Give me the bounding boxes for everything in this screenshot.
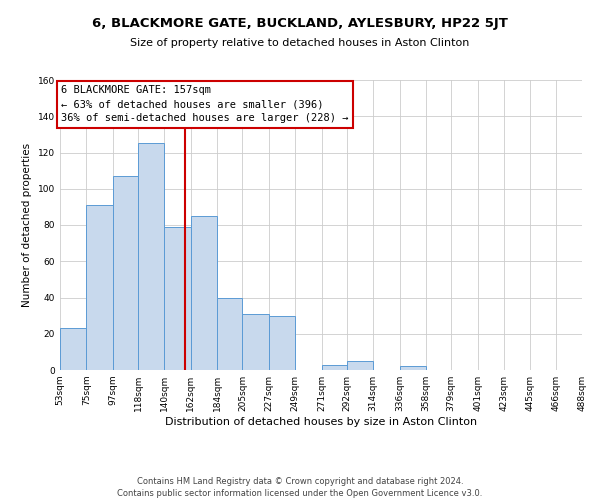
Bar <box>191 216 217 370</box>
Bar <box>217 298 242 370</box>
Text: Contains public sector information licensed under the Open Government Licence v3: Contains public sector information licen… <box>118 489 482 498</box>
Y-axis label: Number of detached properties: Number of detached properties <box>22 143 32 307</box>
Bar <box>60 328 86 370</box>
Text: 6, BLACKMORE GATE, BUCKLAND, AYLESBURY, HP22 5JT: 6, BLACKMORE GATE, BUCKLAND, AYLESBURY, … <box>92 18 508 30</box>
Bar <box>322 364 347 370</box>
Bar <box>400 366 426 370</box>
Text: Contains HM Land Registry data © Crown copyright and database right 2024.: Contains HM Land Registry data © Crown c… <box>137 478 463 486</box>
X-axis label: Distribution of detached houses by size in Aston Clinton: Distribution of detached houses by size … <box>165 417 477 427</box>
Bar <box>347 361 373 370</box>
Bar <box>269 316 295 370</box>
Bar <box>138 144 164 370</box>
Bar <box>164 227 191 370</box>
Text: 6 BLACKMORE GATE: 157sqm
← 63% of detached houses are smaller (396)
36% of semi-: 6 BLACKMORE GATE: 157sqm ← 63% of detach… <box>61 86 349 124</box>
Text: Size of property relative to detached houses in Aston Clinton: Size of property relative to detached ho… <box>130 38 470 48</box>
Bar <box>242 314 269 370</box>
Bar <box>86 205 113 370</box>
Bar <box>113 176 138 370</box>
